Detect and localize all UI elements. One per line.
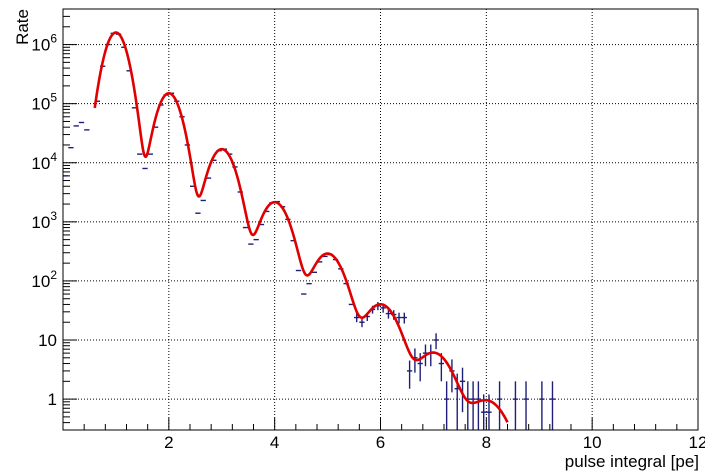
fit-curve-line: [93, 31, 509, 423]
y-tick-exponent: 3: [50, 209, 57, 223]
y-tick-exponent: 5: [50, 91, 57, 105]
plot-border: [62, 8, 699, 431]
x-tick-label: 8: [482, 433, 491, 452]
y-tick-base: 10: [31, 272, 50, 291]
data-point: [512, 381, 519, 430]
y-tick-exponent: 6: [50, 32, 57, 46]
grid: [63, 9, 698, 430]
plot-frame: [62, 8, 699, 431]
data-point: [444, 381, 450, 430]
y-tick-base: 10: [31, 95, 50, 114]
y-tick-label: 106: [31, 32, 57, 55]
data-point: [523, 381, 529, 430]
data-point: [433, 333, 439, 350]
y-tick-exponent: 4: [50, 150, 57, 164]
fit-curve: [93, 31, 509, 423]
data-point: [354, 313, 360, 323]
x-tick-label: 12: [689, 433, 705, 452]
y-tick-label: 103: [31, 209, 57, 232]
data-point: [396, 312, 402, 324]
y-tick-base: 10: [31, 154, 50, 173]
data-point: [406, 360, 413, 389]
y-tick-base: 10: [31, 36, 50, 55]
data-point: [549, 381, 556, 430]
y-tick-exponent: 2: [50, 268, 57, 282]
data-point: [475, 381, 482, 430]
data-point: [385, 309, 392, 319]
data-point: [459, 367, 466, 413]
data-point: [359, 318, 365, 328]
x-tick-label: 6: [376, 433, 385, 452]
data-point: [539, 381, 545, 430]
y-tick-label: 1: [48, 390, 57, 409]
y-tick-label: 104: [31, 150, 57, 173]
x-tick-label: 10: [583, 433, 602, 452]
y-tick-label: 105: [31, 91, 57, 114]
data-point: [496, 381, 503, 430]
y-tick-base: 10: [31, 213, 50, 232]
data-point: [470, 381, 476, 430]
x-tick-label: 4: [270, 433, 279, 452]
x-axis-title: pulse integral [pe]: [565, 452, 699, 471]
y-tick-label: 102: [31, 268, 57, 291]
data-point: [401, 312, 407, 324]
y-axis-title: Rate: [13, 9, 32, 45]
x-tick-label: 2: [164, 433, 173, 452]
y-tick-label: 10: [38, 331, 57, 350]
